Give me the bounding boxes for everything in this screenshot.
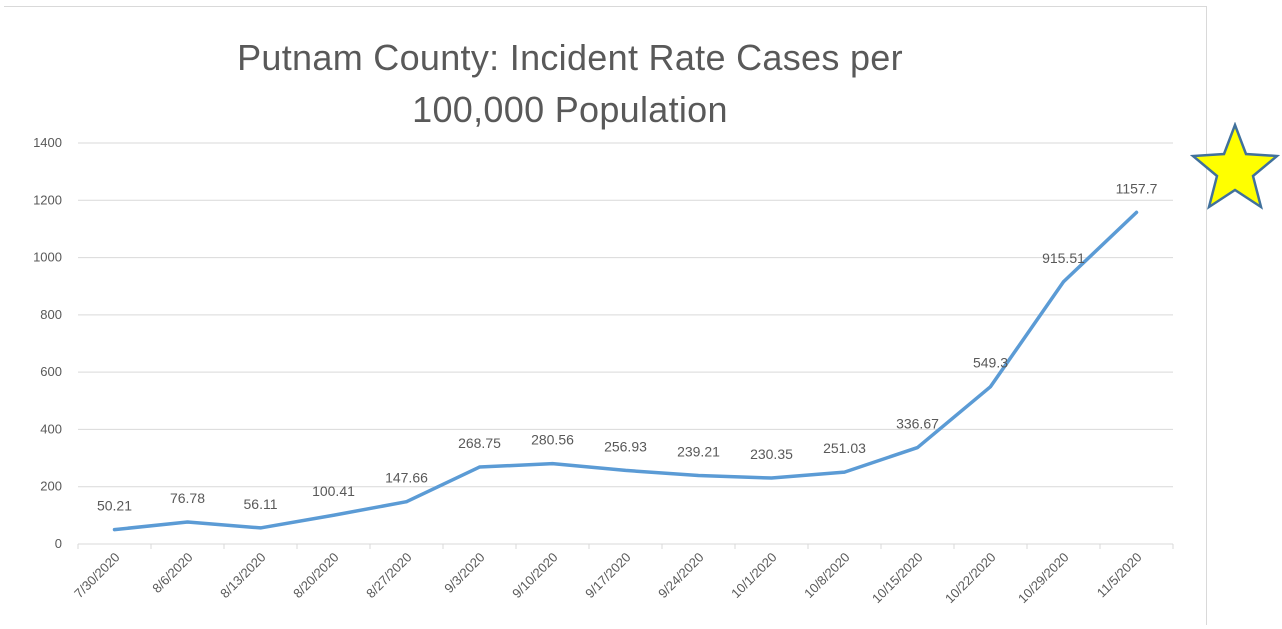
x-tick-label: 9/3/2020 <box>441 550 487 596</box>
data-point <box>332 513 335 517</box>
data-label: 336.67 <box>896 416 939 432</box>
data-point <box>405 500 408 504</box>
data-label: 256.93 <box>604 438 647 454</box>
x-tick-label: 8/6/2020 <box>149 550 195 596</box>
x-tick-label: 11/5/2020 <box>1094 550 1145 601</box>
data-point <box>989 385 992 389</box>
x-tick-label: 8/13/2020 <box>217 550 269 602</box>
data-point <box>843 470 846 474</box>
x-tick-label: 9/24/2020 <box>655 550 707 602</box>
y-tick-label: 800 <box>40 307 62 322</box>
x-tick-label: 10/29/2020 <box>1015 550 1072 607</box>
data-point <box>770 476 773 480</box>
chart-title-line-2: 100,000 Population <box>412 89 728 130</box>
data-point <box>478 465 481 469</box>
data-label: 915.51 <box>1042 250 1085 266</box>
data-label: 251.03 <box>823 440 866 456</box>
data-label: 76.78 <box>170 490 205 506</box>
y-tick-label: 200 <box>40 479 62 494</box>
x-tick-label: 8/20/2020 <box>290 550 342 602</box>
x-tick-label: 9/17/2020 <box>582 550 634 602</box>
chart-title-line-1: Putnam County: Incident Rate Cases per <box>237 37 903 78</box>
chart-title: Putnam County: Incident Rate Cases per 1… <box>100 32 1040 136</box>
x-tick-label: 7/30/2020 <box>71 550 123 602</box>
data-label: 147.66 <box>385 470 428 486</box>
y-tick-label: 600 <box>40 364 62 379</box>
series-line <box>112 210 1139 532</box>
data-label: 549.3 <box>973 355 1008 371</box>
x-tick-label: 8/27/2020 <box>363 550 415 602</box>
data-point <box>551 462 554 466</box>
x-tick-label: 10/1/2020 <box>728 550 780 602</box>
data-label: 230.35 <box>750 446 793 462</box>
x-tick-label: 10/15/2020 <box>869 550 926 607</box>
chart-frame <box>4 6 1207 625</box>
x-tick-label: 9/10/2020 <box>509 550 561 602</box>
y-tick-label: 1400 <box>33 135 62 150</box>
data-point <box>186 520 189 524</box>
y-tick-label: 1200 <box>33 192 62 207</box>
data-label: 56.11 <box>244 496 278 512</box>
data-point <box>1135 210 1138 214</box>
data-label: 280.56 <box>531 432 574 448</box>
data-point <box>259 526 262 530</box>
data-point <box>113 528 116 532</box>
y-tick-label: 1000 <box>33 250 62 265</box>
star-shape <box>1190 122 1280 210</box>
x-tick-label: 10/8/2020 <box>801 550 853 602</box>
y-tick-label: 0 <box>55 536 62 551</box>
data-point <box>916 446 919 450</box>
data-label: 268.75 <box>458 435 501 451</box>
y-tick-label: 400 <box>40 421 62 436</box>
data-label: 100.41 <box>312 483 355 499</box>
star-icon <box>1190 122 1280 210</box>
data-label: 1157.7 <box>1116 180 1158 196</box>
data-label: 239.21 <box>677 443 720 459</box>
data-point <box>624 468 627 472</box>
data-point <box>1062 280 1065 284</box>
data-label: 50.21 <box>97 498 132 514</box>
data-point <box>697 473 700 477</box>
x-tick-label: 10/22/2020 <box>942 550 999 607</box>
